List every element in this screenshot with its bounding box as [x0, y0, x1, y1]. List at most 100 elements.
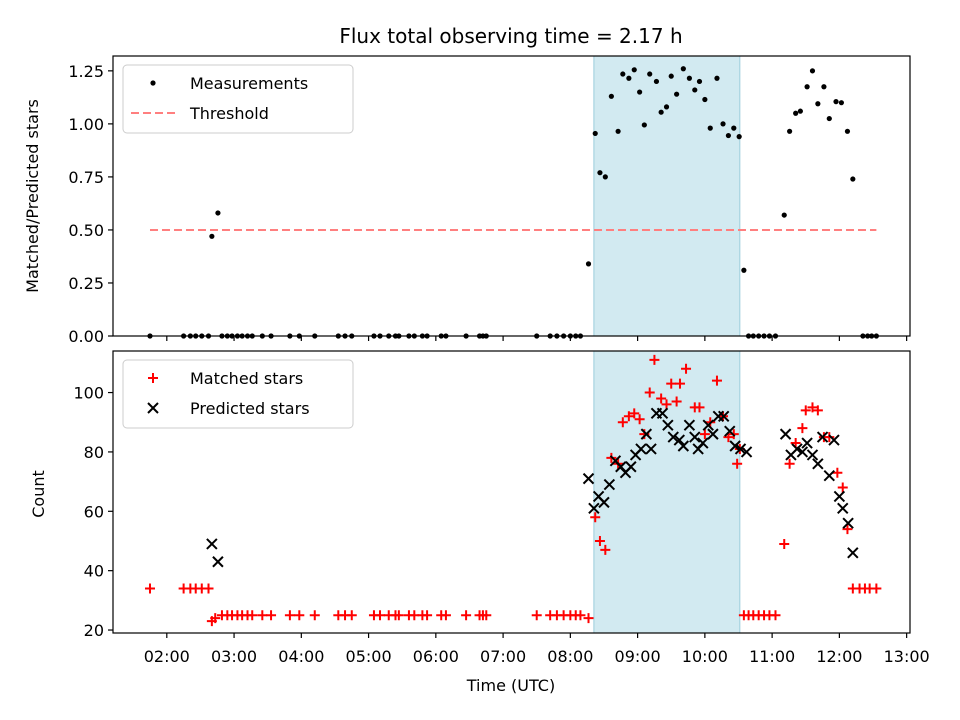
legend-box — [122, 64, 354, 134]
y-tick-label: 0.00 — [68, 327, 104, 346]
measurement-point — [653, 78, 660, 85]
measurement-point — [815, 101, 821, 107]
measurement-point — [714, 75, 720, 81]
matched-star-point — [770, 610, 781, 621]
predicted-star-point — [796, 446, 809, 458]
predicted-star-point — [635, 443, 647, 455]
predicted-star-point — [779, 428, 792, 440]
top-y-axis-label: Matched/Predicted stars — [23, 99, 42, 293]
bottom-y-axis-label: Count — [29, 470, 48, 518]
top-panel: 0.00 0.25 0.50 0.75 1.00 1.25 Measurements Thre… — [68, 55, 911, 346]
predicted-star-point — [625, 461, 637, 473]
measurement-point — [647, 71, 653, 77]
x-tick-label: 05:00 — [346, 647, 392, 666]
matched-star-point — [681, 363, 692, 374]
measurement-point — [686, 75, 692, 81]
matched-star-point — [644, 387, 655, 398]
measurement-point — [850, 176, 856, 182]
measurement-point — [680, 66, 686, 72]
measurement-point — [674, 91, 680, 97]
x-tick-label: 12:00 — [816, 647, 862, 666]
legend-box — [122, 359, 354, 429]
predicted-star-point — [598, 496, 610, 509]
matched-star-point — [575, 610, 586, 621]
predicted-star-point — [656, 407, 669, 420]
measurement-point — [707, 125, 713, 131]
matched-star-point — [617, 417, 628, 428]
measurement-point — [787, 128, 793, 134]
predicted-star-point — [833, 490, 846, 503]
matched-star-point — [694, 402, 705, 413]
measurement-point — [615, 128, 621, 134]
measurement-point — [781, 212, 787, 218]
y-tick-label: 60 — [84, 502, 104, 521]
measurement-point — [637, 89, 643, 95]
predicted-star-point — [828, 434, 840, 446]
matched-star-point — [800, 405, 811, 416]
y-tick-label: 0.75 — [68, 168, 104, 187]
matched-star-point — [247, 610, 258, 621]
measurement-point — [804, 84, 810, 90]
legend-matched-marker — [148, 373, 158, 383]
matched-star-point — [294, 610, 305, 621]
predicted-star-point — [206, 538, 218, 550]
predicted-star-point — [640, 428, 653, 440]
matched-star-point — [656, 393, 667, 404]
matched-star-point — [481, 610, 492, 621]
matched-star-point — [812, 405, 823, 416]
measurement-point — [741, 267, 747, 273]
matched-star-point — [629, 408, 640, 419]
y-tick-label: 20 — [84, 621, 104, 640]
matched-star-point — [711, 375, 722, 386]
measurement-point — [658, 109, 664, 115]
x-tick-label: 08:00 — [547, 647, 593, 666]
matched-star-point — [531, 610, 542, 621]
matched-star-point — [842, 524, 853, 535]
predicted-star-point — [667, 431, 679, 443]
x-axis-label: Time (UTC) — [466, 676, 555, 695]
matched-star-point — [583, 613, 594, 624]
chart-title: Flux total observing time = 2.17 h — [339, 24, 682, 48]
matched-star-point — [634, 414, 645, 425]
matched-star-point — [210, 613, 221, 624]
matched-star-point — [732, 458, 743, 469]
measurement-point — [592, 130, 598, 137]
predicted-star-point — [707, 428, 719, 440]
x-tick-label: 10:00 — [682, 647, 728, 666]
measurement-point — [702, 96, 708, 103]
measurement-point — [809, 68, 816, 74]
matched-star-point — [666, 378, 677, 389]
measurement-point — [215, 210, 221, 216]
matched-star-point — [837, 482, 848, 493]
axes-frame — [112, 350, 911, 634]
matched-star-point — [461, 610, 472, 621]
measurement-point — [620, 71, 626, 77]
matched-star-point — [779, 538, 790, 549]
x-tick-label: 03:00 — [211, 647, 257, 666]
predicted-star-point — [212, 556, 224, 568]
measurement-point — [731, 125, 737, 131]
matched-star-point — [623, 411, 634, 422]
matched-star-point — [203, 583, 214, 594]
x-tick-label: 09:00 — [615, 647, 661, 666]
x-tick-label: 02:00 — [144, 647, 190, 666]
predicted-star-point — [806, 449, 819, 461]
predicted-star-point — [582, 472, 595, 485]
matched-star-point — [422, 610, 433, 621]
matched-star-point — [699, 429, 710, 440]
measurement-point — [597, 170, 603, 176]
matched-star-point — [309, 610, 320, 621]
matched-star-point — [346, 610, 357, 621]
predicted-star-point — [823, 469, 835, 482]
legend: Matched stars Predicted stars — [122, 359, 354, 429]
measurement-point — [844, 128, 851, 134]
y-tick-label: 40 — [84, 562, 104, 581]
measurement-point — [797, 108, 803, 114]
matched-star-point — [257, 610, 268, 621]
matched-star-point — [784, 458, 795, 469]
predicted-star-point — [588, 502, 600, 515]
measurement-point — [826, 115, 832, 122]
predicted-star-point — [816, 431, 829, 443]
matched-star-point — [375, 610, 386, 621]
